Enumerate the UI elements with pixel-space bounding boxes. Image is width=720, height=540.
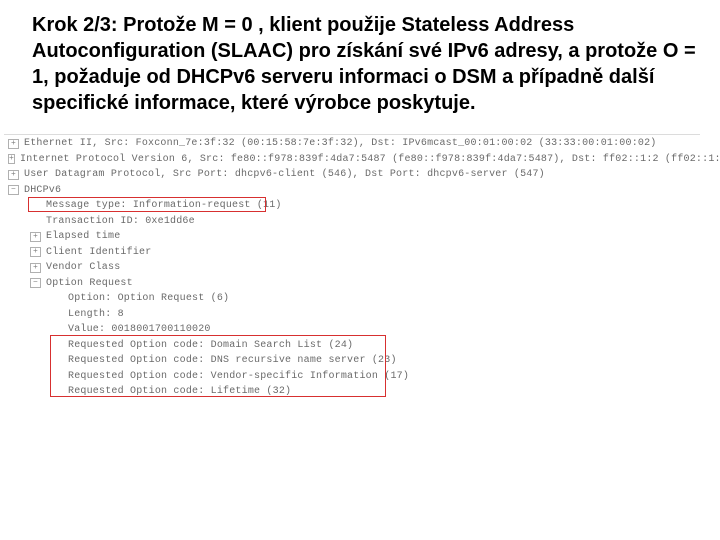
expand-icon[interactable]: + (30, 263, 41, 273)
packet-row-text: Requested Option code: Lifetime (32) (68, 384, 291, 400)
packet-row-text: Length: 8 (68, 307, 124, 323)
packet-row[interactable]: Requested Option code: Vendor-specific I… (4, 369, 700, 385)
separator (4, 134, 700, 135)
packet-row-text: Option: Option Request (6) (68, 291, 229, 307)
packet-row[interactable]: + Ethernet II, Src: Foxconn_7e:3f:32 (00:… (4, 136, 700, 152)
packet-row[interactable]: +Internet Protocol Version 6, Src: fe80:… (4, 152, 700, 168)
packet-row-text: User Datagram Protocol, Src Port: dhcpv6… (24, 167, 545, 183)
packet-row-text: Ethernet II, Src: Foxconn_7e:3f:32 (00:1… (24, 136, 657, 152)
packet-row-text: Client Identifier (46, 245, 151, 261)
packet-row[interactable]: Message type: Information-request (11) (4, 198, 700, 214)
packet-row[interactable]: Value: 0018001700110020 (4, 322, 700, 338)
packet-row-text: Requested Option code: DNS recursive nam… (68, 353, 397, 369)
packet-details-pane: + Ethernet II, Src: Foxconn_7e:3f:32 (00:… (4, 134, 700, 400)
packet-row-text: Message type: Information-request (11) (46, 198, 282, 214)
packet-row-text: Option Request (46, 276, 133, 292)
packet-row[interactable]: + Vendor Class (4, 260, 700, 276)
expand-icon[interactable]: + (8, 170, 19, 180)
packet-row-text: DHCPv6 (24, 183, 61, 199)
packet-row[interactable]: Requested Option code: Lifetime (32) (4, 384, 700, 400)
packet-row[interactable]: + Client Identifier (4, 245, 700, 261)
packet-row[interactable]: −Option Request (4, 276, 700, 292)
packet-row[interactable]: + Elapsed time (4, 229, 700, 245)
packet-row[interactable]: −DHCPv6 (4, 183, 700, 199)
packet-row[interactable]: Length: 8 (4, 307, 700, 323)
packet-row[interactable]: + User Datagram Protocol, Src Port: dhcpv… (4, 167, 700, 183)
packet-row[interactable]: Option: Option Request (6) (4, 291, 700, 307)
collapse-icon[interactable]: − (8, 185, 19, 195)
packet-row[interactable]: Requested Option code: Domain Search Lis… (4, 338, 700, 354)
slide-heading: Krok 2/3: Protože M = 0 , klient použije… (32, 12, 700, 116)
packet-row-text: Transaction ID: 0xe1dd6e (46, 214, 195, 230)
packet-row-text: Requested Option code: Domain Search Lis… (68, 338, 353, 354)
packet-row-text: Vendor Class (46, 260, 120, 276)
packet-row-text: Requested Option code: Vendor-specific I… (68, 369, 409, 385)
collapse-icon[interactable]: − (30, 278, 41, 288)
expand-icon[interactable]: + (8, 139, 19, 149)
expand-icon[interactable]: + (8, 154, 15, 164)
packet-row[interactable]: Requested Option code: DNS recursive nam… (4, 353, 700, 369)
packet-row-text: Elapsed time (46, 229, 120, 245)
expand-icon[interactable]: + (30, 232, 41, 242)
expand-icon[interactable]: + (30, 247, 41, 257)
packet-row[interactable]: Transaction ID: 0xe1dd6e (4, 214, 700, 230)
packet-row-text: Internet Protocol Version 6, Src: fe80::… (20, 152, 720, 168)
packet-row-text: Value: 0018001700110020 (68, 322, 211, 338)
